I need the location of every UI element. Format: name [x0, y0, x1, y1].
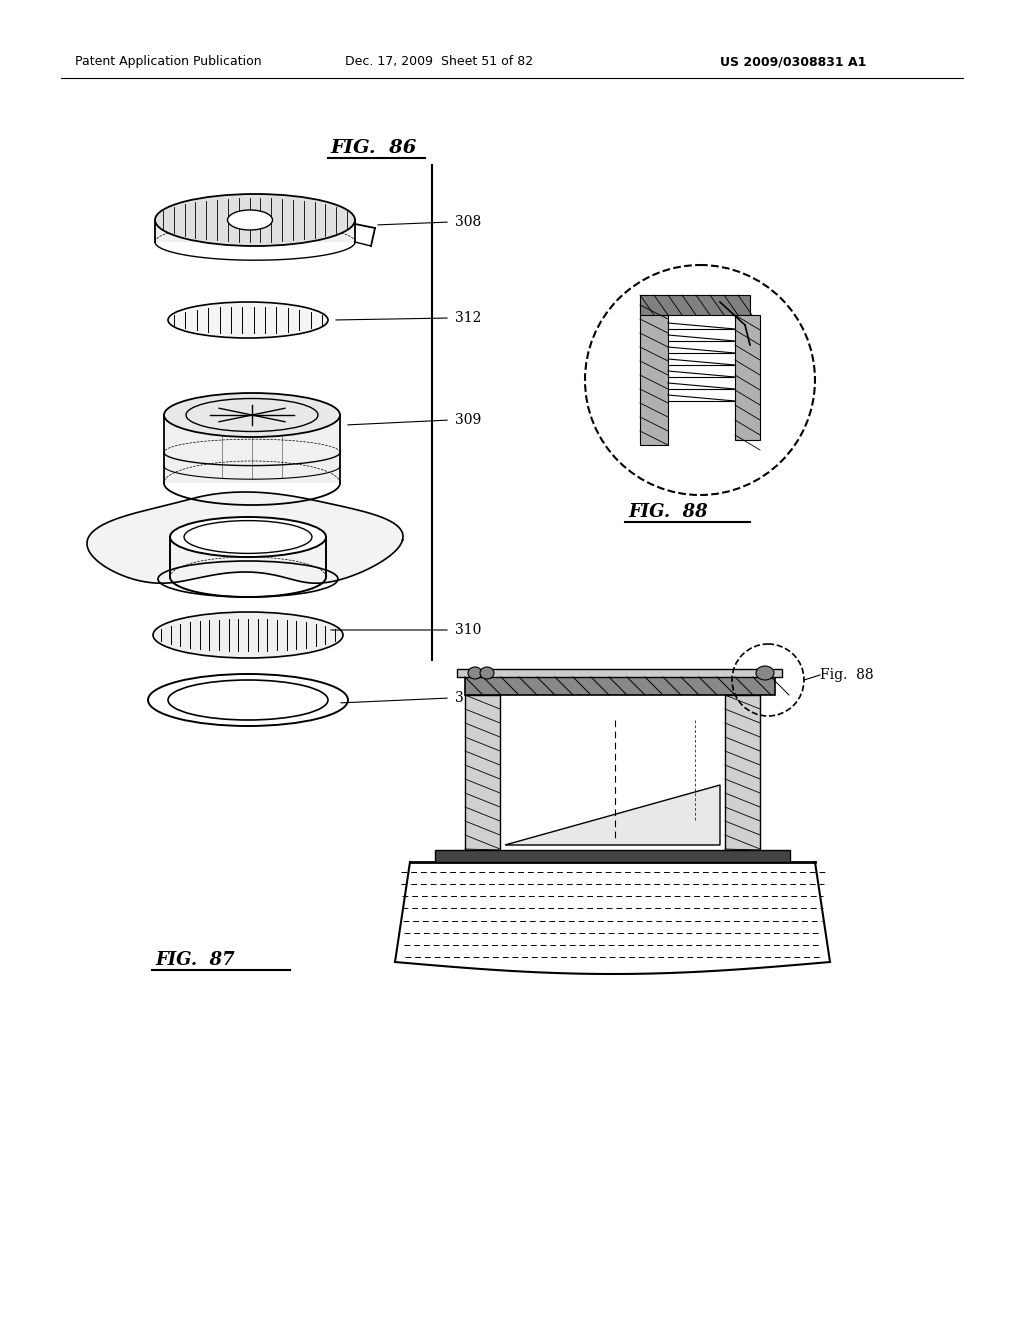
Text: FIG.  88: FIG. 88: [628, 503, 708, 521]
Ellipse shape: [170, 517, 326, 557]
Polygon shape: [164, 414, 340, 483]
Text: 309: 309: [455, 413, 481, 426]
Ellipse shape: [168, 302, 328, 338]
Text: Dec. 17, 2009  Sheet 51 of 82: Dec. 17, 2009 Sheet 51 of 82: [345, 55, 534, 69]
Text: 310: 310: [455, 623, 481, 638]
Ellipse shape: [227, 210, 272, 230]
Text: 312: 312: [455, 312, 481, 325]
Ellipse shape: [164, 393, 340, 437]
Ellipse shape: [756, 667, 774, 680]
Polygon shape: [735, 315, 760, 440]
Text: FIG.  87: FIG. 87: [155, 950, 234, 969]
Ellipse shape: [468, 667, 482, 678]
Text: Fig.  88: Fig. 88: [820, 668, 873, 682]
Polygon shape: [500, 715, 725, 850]
Text: US 2009/0308831 A1: US 2009/0308831 A1: [720, 55, 866, 69]
Polygon shape: [155, 220, 355, 242]
Polygon shape: [465, 677, 775, 696]
Circle shape: [585, 265, 815, 495]
Text: FIG.  86: FIG. 86: [330, 139, 417, 157]
Text: 311: 311: [455, 690, 481, 705]
Polygon shape: [640, 305, 668, 445]
Polygon shape: [465, 696, 500, 850]
Ellipse shape: [168, 680, 328, 719]
Polygon shape: [457, 669, 782, 677]
Polygon shape: [87, 492, 403, 583]
Ellipse shape: [148, 675, 348, 726]
Polygon shape: [505, 785, 720, 845]
Polygon shape: [725, 696, 760, 850]
Ellipse shape: [153, 612, 343, 657]
Polygon shape: [640, 294, 750, 315]
Ellipse shape: [480, 667, 494, 678]
Text: Patent Application Publication: Patent Application Publication: [75, 55, 261, 69]
Bar: [435, 850, 790, 862]
Ellipse shape: [155, 194, 355, 246]
Text: 308: 308: [455, 215, 481, 228]
